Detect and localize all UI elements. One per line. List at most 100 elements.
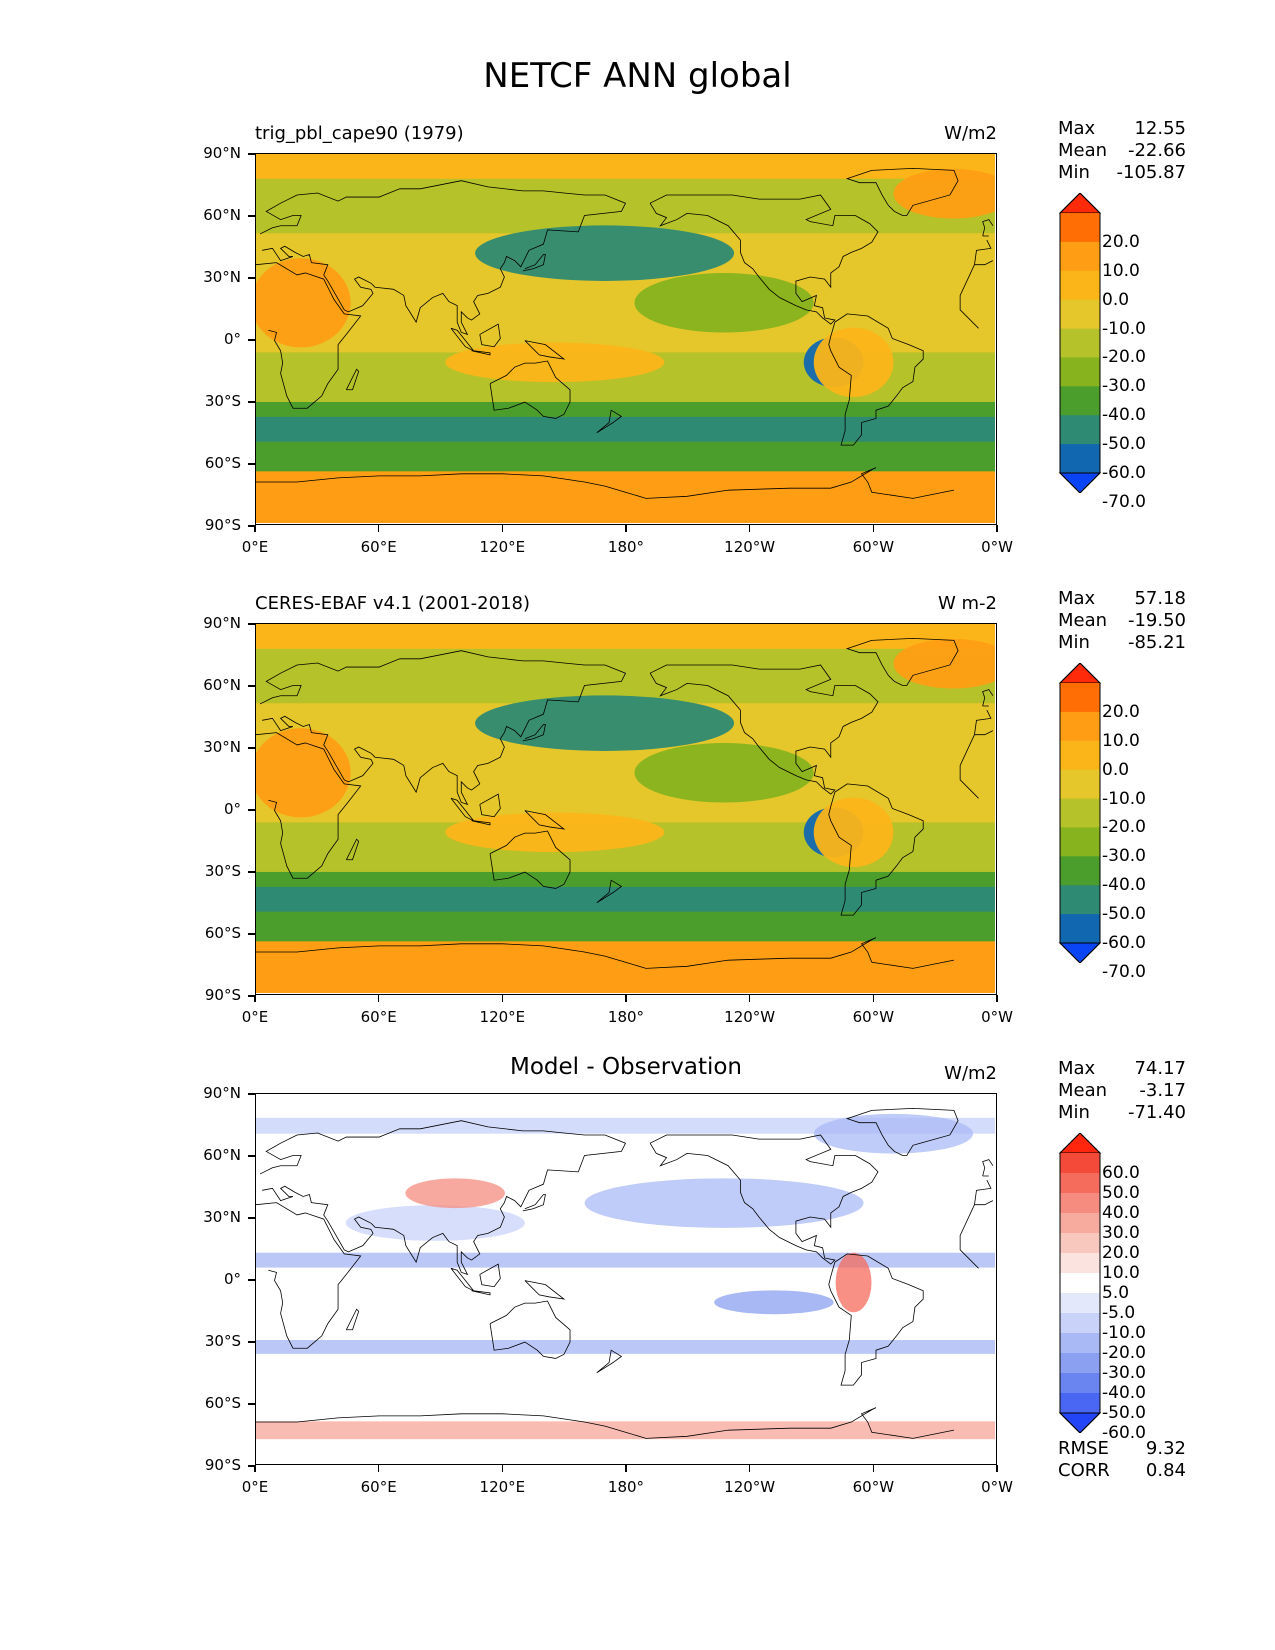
coastline (982, 219, 994, 237)
lon-tick (254, 995, 256, 1002)
colorbar-segment (1060, 1273, 1100, 1294)
stats-block: Max 12.55 Mean -22.66 Min -105.87 (1058, 118, 1186, 184)
colorbar-extend-max (1058, 192, 1102, 214)
mean-value: -3.17 (1139, 1080, 1186, 1101)
lat-tick (248, 401, 255, 403)
field-blob (445, 342, 665, 383)
coastline (596, 409, 623, 434)
lat-tick-label: 90°S (204, 986, 241, 1004)
lat-tick (248, 1093, 255, 1095)
lon-tick (501, 1465, 504, 1472)
coastline (649, 1134, 879, 1265)
field-blob (813, 1113, 974, 1154)
colorbar-segment (1060, 798, 1100, 828)
lon-tick-label: 120°E (479, 1008, 526, 1026)
mean-label: Mean (1058, 610, 1108, 631)
coastline (596, 1349, 623, 1374)
colorbar-outline (1059, 1132, 1101, 1434)
colorbar-label: 20.0 (1102, 231, 1140, 252)
field-blob (893, 168, 995, 219)
colorbar-segment (1060, 299, 1100, 330)
lat-tick-label: 0° (223, 800, 241, 818)
lon-tick-label: 180° (607, 538, 645, 556)
lon-tick-label: 120°E (479, 1478, 526, 1496)
colorbar-label: -10.0 (1102, 318, 1146, 339)
lon-tick (748, 1465, 751, 1472)
lat-tick-label: 90°N (203, 1084, 241, 1102)
coastline (479, 323, 501, 348)
lon-tick-label: 180° (607, 1478, 645, 1496)
colorbar-segment (1060, 1293, 1100, 1314)
colorbar-segment (1060, 1173, 1100, 1194)
colorbar-segment (1060, 386, 1100, 416)
panel-units: W/m2 (944, 123, 997, 144)
colorbar-segment (1060, 270, 1100, 301)
mean-value: -22.66 (1127, 140, 1186, 161)
coastline (345, 838, 360, 861)
coastline (489, 830, 571, 889)
lon-tick-label: 60°W (852, 1478, 895, 1496)
coastline (649, 194, 879, 325)
coastline (845, 1107, 959, 1156)
max-label: Max (1058, 1058, 1096, 1079)
max-value: 74.17 (1134, 1058, 1186, 1079)
colorbar-segment (1060, 1233, 1100, 1254)
lon-tick-label: 120°E (479, 538, 526, 556)
lon-tick-label: 120°W (724, 1008, 776, 1026)
panel-units: W/m2 (944, 1063, 997, 1084)
colorbar-label: -20.0 (1102, 1343, 1146, 1363)
panel-units: W m-2 (937, 593, 997, 614)
lat-tick-label: 90°N (203, 144, 241, 162)
max-label: Max (1058, 588, 1096, 609)
lat-tick-label: 30°S (204, 862, 241, 880)
coastline (982, 689, 994, 707)
colorbar-segment (1060, 1333, 1100, 1354)
colorbar-label: -30.0 (1102, 376, 1146, 397)
colorbar-label: -40.0 (1102, 875, 1146, 896)
lat-tick (248, 747, 255, 749)
min-value: -71.40 (1127, 1102, 1186, 1123)
field-band (256, 966, 995, 993)
field-band (256, 496, 995, 523)
field-blob (405, 1178, 505, 1209)
lon-tick-label: 0°W (981, 538, 1013, 556)
colorbar-label: 40.0 (1102, 1203, 1140, 1223)
colorbar (1058, 192, 1102, 494)
coastline (471, 1290, 491, 1296)
field-band (256, 1340, 995, 1354)
lat-tick (248, 1465, 255, 1467)
lon-tick (254, 1465, 256, 1472)
lat-tick-label: 90°S (204, 516, 241, 534)
lat-tick (248, 933, 255, 935)
lat-tick (248, 277, 255, 279)
colorbar-label: -20.0 (1102, 347, 1146, 368)
map-background (256, 1094, 995, 1463)
lon-tick (996, 525, 998, 532)
lon-tick (377, 1465, 380, 1472)
colorbar-label: -30.0 (1102, 846, 1146, 867)
coastline (471, 820, 491, 826)
coastline (845, 637, 959, 686)
lon-tick (625, 525, 627, 532)
colorbar-label: 20.0 (1102, 701, 1140, 722)
lat-tick (248, 1341, 255, 1343)
field-blob (813, 327, 894, 398)
corr-value: 0.84 (1145, 1460, 1186, 1481)
colorbar-segment (1060, 357, 1100, 387)
colorbar-label: 5.0 (1102, 1283, 1130, 1303)
lat-tick (248, 339, 255, 341)
field-blob (893, 638, 995, 689)
colorbar-extend-min (1058, 942, 1102, 964)
lon-tick-label: 60°E (360, 1478, 397, 1496)
colorbar-label: -40.0 (1102, 1383, 1146, 1403)
field-blob (634, 273, 814, 333)
colorbar-segment (1060, 827, 1100, 857)
field-blob (634, 743, 814, 803)
colorbar-segment (1060, 856, 1100, 886)
difference-panel: Model - Observation W/m2 Max 74.17 Mean -3… (0, 1050, 1275, 1520)
field-blob (445, 812, 665, 853)
lat-tick-label: 30°N (203, 1208, 241, 1226)
field-blob (584, 1178, 864, 1228)
coastline (259, 650, 994, 806)
lat-tick-label: 30°N (203, 268, 241, 286)
